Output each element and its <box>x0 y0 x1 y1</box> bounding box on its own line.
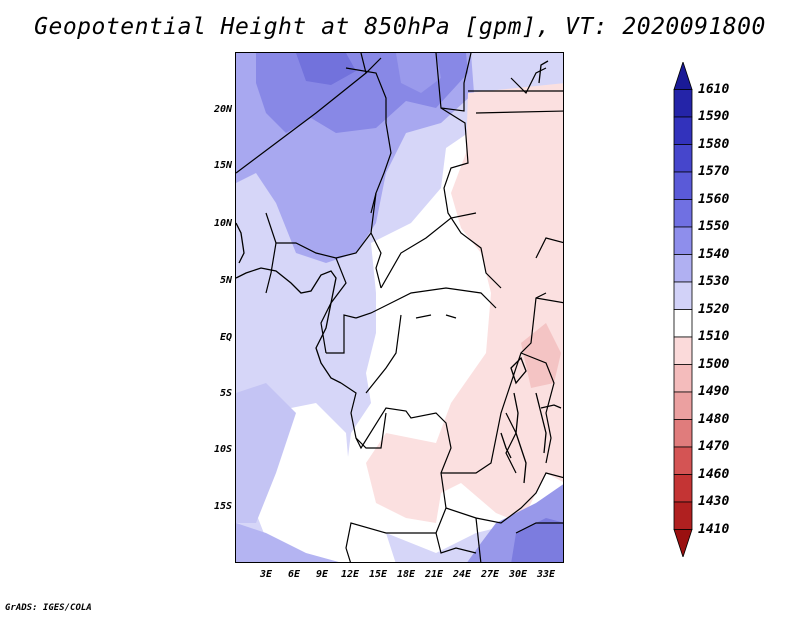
colorbar-segment <box>673 446 693 475</box>
colorbar <box>673 62 693 557</box>
colorbar-segment <box>673 89 693 118</box>
colorbar-segment <box>673 281 693 310</box>
colorbar-segment <box>673 309 693 338</box>
colorbar-segment <box>673 391 693 420</box>
colorbar-segment <box>673 116 693 145</box>
colorbar-segment <box>673 364 693 393</box>
field-1545-ne <box>396 53 441 93</box>
colorbar-label: 1560 <box>698 191 730 207</box>
colorbar-segment <box>673 171 693 200</box>
colorbar-segment <box>673 62 693 90</box>
colorbar-label: 1580 <box>698 136 730 152</box>
lon-label: 12E <box>340 569 360 580</box>
colorbar-label: 1460 <box>698 466 730 482</box>
map-panel <box>235 52 564 563</box>
country-borders <box>236 53 563 562</box>
lat-label: 5S <box>219 388 232 399</box>
colorbar-label: 1510 <box>698 329 730 344</box>
colorbar-segment <box>673 254 693 283</box>
colorbar-label: 1410 <box>698 521 730 537</box>
colorbar-segment <box>673 501 693 530</box>
field-1560-north <box>296 53 356 85</box>
lon-label: 3E <box>259 569 273 580</box>
lat-label: 10N <box>213 218 232 229</box>
lon-label: 27E <box>480 569 500 580</box>
lat-label: 10S <box>213 444 232 455</box>
colorbar-segment <box>673 199 693 228</box>
field-1510-southwest <box>256 403 396 562</box>
grads-credit: GrADS: IGES/COLA <box>5 603 92 613</box>
colorbar-label: 1550 <box>698 219 730 234</box>
geopotential-field <box>236 53 563 562</box>
field-1530-west <box>236 383 296 523</box>
colorbar-label: 1500 <box>698 356 730 372</box>
colorbar-segment <box>673 474 693 503</box>
colorbar-label: 1540 <box>698 246 730 262</box>
colorbar-label: 1570 <box>698 164 730 179</box>
colorbar-segment <box>673 336 693 365</box>
colorbar-segment <box>673 144 693 173</box>
colorbar-label: 1530 <box>698 274 730 289</box>
lon-label: 33E <box>536 569 556 580</box>
lat-label: 20N <box>213 104 232 115</box>
lat-label: EQ <box>219 332 232 343</box>
colorbar-segment <box>673 529 693 557</box>
field-1530-southwest <box>236 523 339 562</box>
lon-label: 15E <box>368 569 388 580</box>
field-1500-east <box>366 83 563 523</box>
lon-label: 21E <box>424 569 444 580</box>
colorbar-label: 1470 <box>698 439 730 454</box>
colorbar-label: 1520 <box>698 301 730 317</box>
lon-label: 9E <box>315 569 329 580</box>
colorbar-label: 1480 <box>698 411 730 427</box>
lat-label: 15S <box>213 501 232 512</box>
lon-label: 6E <box>287 569 301 580</box>
lat-label: 15N <box>213 160 232 171</box>
colorbar-label: 1610 <box>698 81 730 97</box>
colorbar-label: 1430 <box>698 494 730 509</box>
coastlines <box>236 60 562 484</box>
lon-label: 30E <box>508 569 528 580</box>
colorbar-label: 1590 <box>698 109 730 124</box>
map-title: Geopotential Height at 850hPa [gpm], VT:… <box>34 14 766 40</box>
colorbar-segment <box>673 419 693 448</box>
lon-label: 24E <box>452 569 472 580</box>
lon-label: 18E <box>396 569 416 580</box>
colorbar-label: 1490 <box>698 384 730 399</box>
colorbar-segment <box>673 226 693 255</box>
lat-label: 5N <box>219 275 232 286</box>
